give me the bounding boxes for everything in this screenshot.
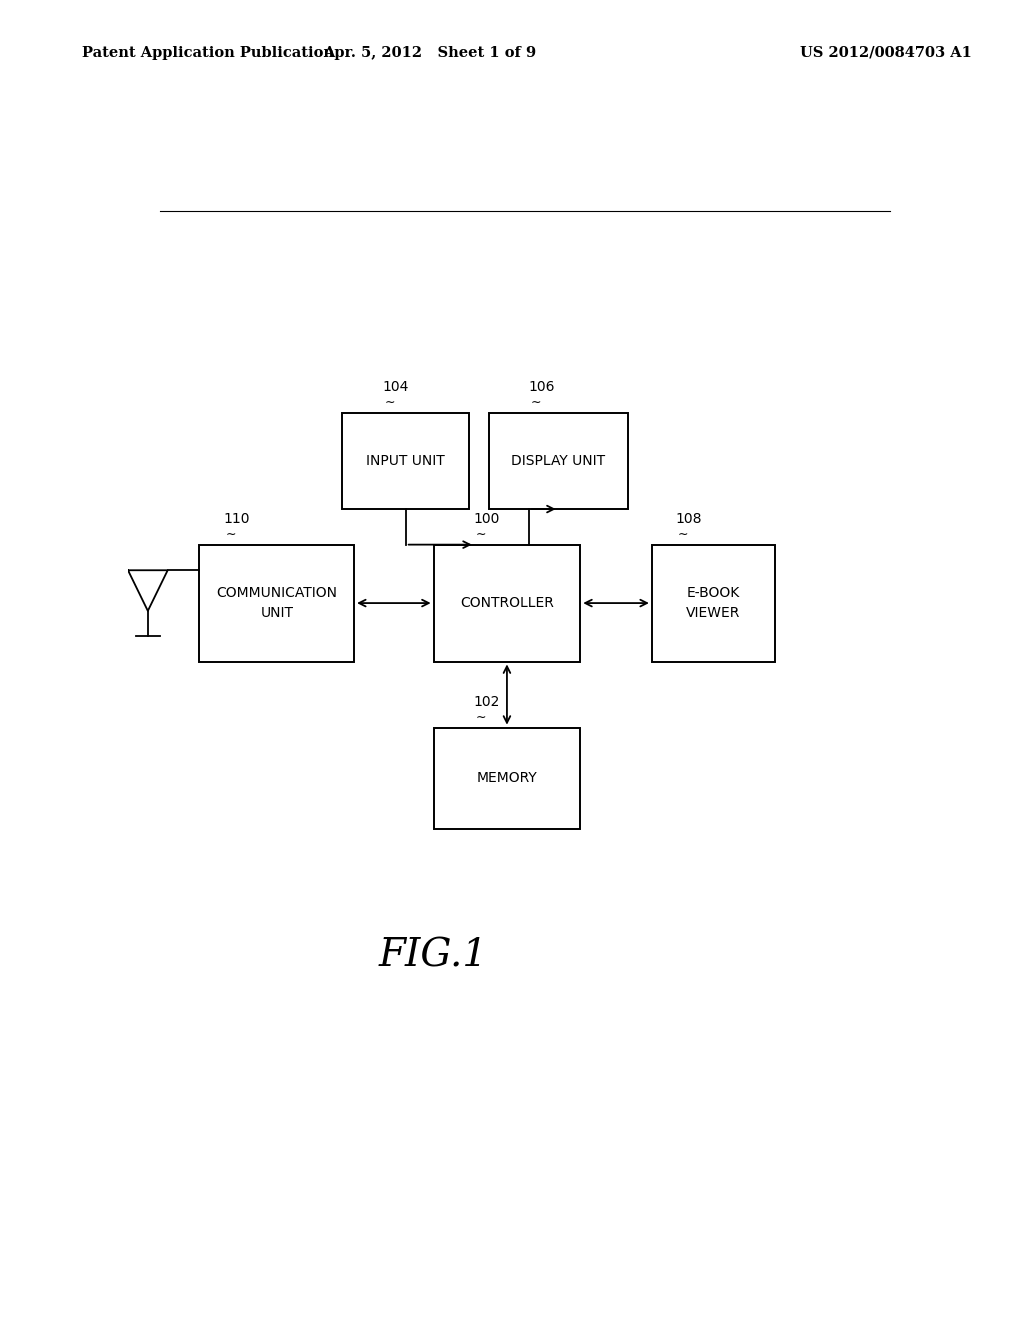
Text: 110: 110: [223, 512, 250, 527]
Text: ∼: ∼: [531, 396, 542, 408]
FancyBboxPatch shape: [342, 412, 469, 510]
Text: ∼: ∼: [678, 528, 688, 541]
Text: COMMUNICATION
UNIT: COMMUNICATION UNIT: [216, 586, 337, 620]
Text: 108: 108: [676, 512, 702, 527]
Text: ∼: ∼: [475, 710, 486, 723]
Text: Patent Application Publication: Patent Application Publication: [82, 46, 334, 59]
Text: 106: 106: [528, 380, 555, 395]
Text: FIG.1: FIG.1: [379, 937, 488, 974]
Text: 100: 100: [473, 512, 500, 527]
FancyBboxPatch shape: [489, 412, 628, 510]
Text: MEMORY: MEMORY: [476, 771, 538, 785]
Text: 102: 102: [473, 696, 500, 709]
Text: INPUT UNIT: INPUT UNIT: [367, 454, 445, 467]
FancyBboxPatch shape: [433, 727, 581, 829]
Text: ∼: ∼: [225, 528, 237, 541]
Text: ∼: ∼: [475, 528, 486, 541]
Text: Apr. 5, 2012   Sheet 1 of 9: Apr. 5, 2012 Sheet 1 of 9: [324, 46, 537, 59]
FancyBboxPatch shape: [200, 545, 354, 661]
FancyBboxPatch shape: [652, 545, 775, 661]
Text: 104: 104: [382, 380, 409, 395]
Text: US 2012/0084703 A1: US 2012/0084703 A1: [800, 46, 972, 59]
Text: ∼: ∼: [384, 396, 395, 408]
FancyBboxPatch shape: [433, 545, 581, 661]
Text: E-BOOK
VIEWER: E-BOOK VIEWER: [686, 586, 740, 620]
Text: CONTROLLER: CONTROLLER: [460, 597, 554, 610]
Text: DISPLAY UNIT: DISPLAY UNIT: [511, 454, 605, 467]
